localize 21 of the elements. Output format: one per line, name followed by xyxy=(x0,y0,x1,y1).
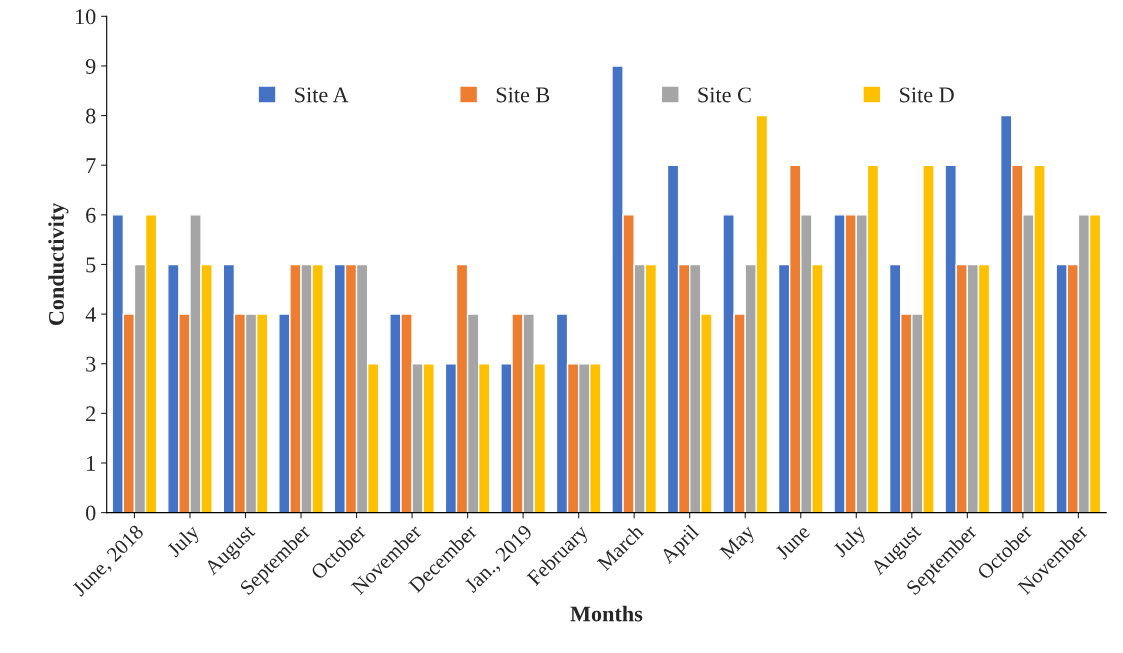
y-tick-label: 9 xyxy=(85,58,96,74)
legend-label: Site D xyxy=(900,87,954,103)
y-tick-label: 10 xyxy=(76,9,96,25)
x-tick-label: July xyxy=(832,523,870,561)
y-axis-title: Conductivity xyxy=(48,202,69,326)
legend-label: Site B xyxy=(496,87,550,103)
y-tick-label: 7 xyxy=(86,158,96,173)
y-tick-label: 2 xyxy=(86,406,96,422)
y-tick-label: 1 xyxy=(87,456,95,471)
legend-label: Site C xyxy=(698,87,751,103)
x-tick-label: June xyxy=(774,524,811,561)
y-tick-label: 5 xyxy=(86,257,96,273)
x-tick-label: July xyxy=(165,523,204,561)
y-tick-label: 3 xyxy=(86,356,96,372)
y-tick-label: 6 xyxy=(86,207,96,223)
y-tick-label: 4 xyxy=(85,307,96,322)
legend-label: Site A xyxy=(295,87,349,103)
x-tick-label: May xyxy=(719,523,759,563)
x-axis-title: Months xyxy=(570,605,643,622)
y-tick-label: 8 xyxy=(86,108,96,124)
y-tick-label: 0 xyxy=(86,505,96,521)
